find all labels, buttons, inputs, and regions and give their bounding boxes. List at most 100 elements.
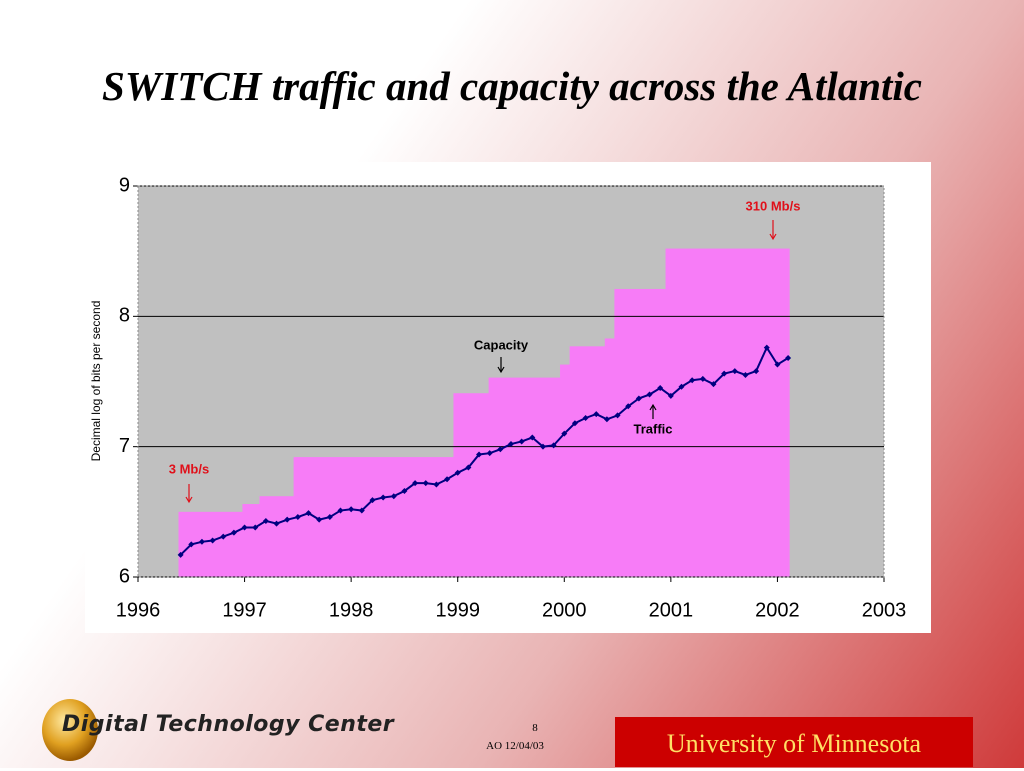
- traffic-point: [380, 494, 387, 501]
- x-tick-label: 1997: [222, 599, 266, 621]
- traffic-point: [785, 355, 792, 362]
- page-number: 8: [532, 722, 538, 734]
- traffic-point: [518, 438, 525, 445]
- traffic-point: [742, 371, 749, 378]
- traffic-point: [508, 441, 514, 448]
- traffic-point: [603, 416, 610, 423]
- logo-globe: [42, 699, 98, 761]
- traffic-point: [721, 370, 728, 377]
- slide-title: SWITCH traffic and capacity across the A…: [101, 63, 923, 109]
- traffic-point: [369, 497, 376, 504]
- traffic-point: [198, 538, 205, 545]
- traffic-point: [241, 524, 248, 531]
- arrow-head: [769, 233, 777, 241]
- capacity-label: Capacity: [474, 337, 529, 352]
- capacity-step: [488, 377, 561, 577]
- traffic-point: [593, 411, 600, 418]
- x-tick-label: 2001: [649, 599, 694, 621]
- traffic-point: [294, 514, 301, 521]
- capacity-step: [259, 496, 295, 577]
- traffic-point: [358, 507, 365, 514]
- traffic-point: [753, 368, 760, 375]
- traffic-point: [316, 516, 323, 523]
- x-tick-label: 2003: [862, 599, 907, 621]
- y-axis-label: Decimal log of bits per second: [89, 301, 103, 462]
- traffic-point: [465, 464, 472, 471]
- traffic-label: Traffic: [633, 421, 672, 436]
- traffic-point: [635, 395, 642, 402]
- traffic-point: [486, 450, 493, 457]
- traffic-point: [657, 385, 664, 392]
- traffic-point: [550, 442, 557, 449]
- traffic-point: [422, 480, 429, 487]
- traffic-point: [625, 403, 632, 410]
- capacity-step: [569, 346, 606, 577]
- y-tick-label: 8: [119, 305, 130, 327]
- traffic-point: [689, 377, 696, 384]
- capacity-step: [604, 338, 615, 577]
- x-tick-label: 2000: [542, 599, 587, 621]
- x-tick-label: 1998: [329, 599, 374, 621]
- traffic-point: [390, 493, 397, 500]
- traffic-point: [571, 420, 578, 427]
- chart: Decimal log of bits per second 6 7 8 9 1996 1…: [85, 162, 931, 633]
- x-tick-label: 1999: [435, 599, 480, 621]
- traffic-point: [476, 451, 483, 458]
- arrow-head: [649, 403, 657, 411]
- y-tick-label: 6: [119, 565, 130, 587]
- traffic-point: [262, 517, 269, 524]
- arrow-head: [497, 366, 505, 374]
- traffic-point: [252, 524, 259, 531]
- traffic-point: [614, 412, 621, 419]
- traffic-point: [763, 344, 770, 351]
- traffic-point: [444, 476, 451, 483]
- x-tick-label: 1996: [116, 599, 161, 621]
- traffic-point: [433, 481, 440, 488]
- traffic-point: [326, 514, 333, 521]
- capacity-step: [453, 393, 490, 577]
- traffic-point: [220, 533, 227, 540]
- traffic-point: [454, 469, 461, 476]
- traffic-point: [497, 446, 504, 453]
- capacity-step: [178, 511, 243, 577]
- capacity-step: [665, 248, 790, 577]
- y-tick-label: 7: [119, 435, 130, 457]
- capacity-step: [560, 364, 571, 577]
- footer-date: AO 12/04/03: [486, 740, 544, 752]
- traffic-point: [710, 381, 717, 388]
- plot-border: [137, 185, 885, 578]
- traffic-point: [305, 510, 312, 517]
- traffic-point: [731, 368, 738, 375]
- traffic-point: [348, 506, 355, 513]
- annotation: 310 Mb/s: [746, 198, 801, 213]
- traffic-point: [284, 516, 291, 523]
- y-tick-label: 9: [119, 174, 130, 196]
- traffic-point: [337, 507, 344, 514]
- traffic-point: [774, 361, 781, 368]
- traffic-point: [678, 383, 685, 390]
- traffic-point: [230, 529, 237, 536]
- arrow-head: [185, 496, 193, 504]
- traffic-point: [646, 391, 653, 398]
- capacity-step: [614, 288, 667, 577]
- logo-text: Digital Technology Center: [62, 712, 395, 737]
- traffic-point: [412, 480, 419, 487]
- annotation: 3 Mb/s: [169, 461, 209, 476]
- capacity-step: [293, 457, 454, 577]
- traffic-point: [539, 443, 546, 450]
- traffic-point: [401, 487, 408, 494]
- traffic-point: [188, 541, 195, 548]
- traffic-point: [561, 430, 568, 437]
- traffic-point: [667, 392, 674, 399]
- traffic-point: [582, 414, 589, 421]
- university-banner: University of Minnesota: [615, 717, 973, 767]
- traffic-point: [209, 537, 216, 544]
- traffic-point: [529, 434, 536, 441]
- traffic-line: [179, 345, 789, 556]
- x-tick-label: 2002: [755, 599, 800, 621]
- traffic-point: [699, 375, 706, 382]
- traffic-point: [273, 520, 280, 527]
- traffic-point: [177, 551, 184, 558]
- capacity-step: [242, 504, 260, 577]
